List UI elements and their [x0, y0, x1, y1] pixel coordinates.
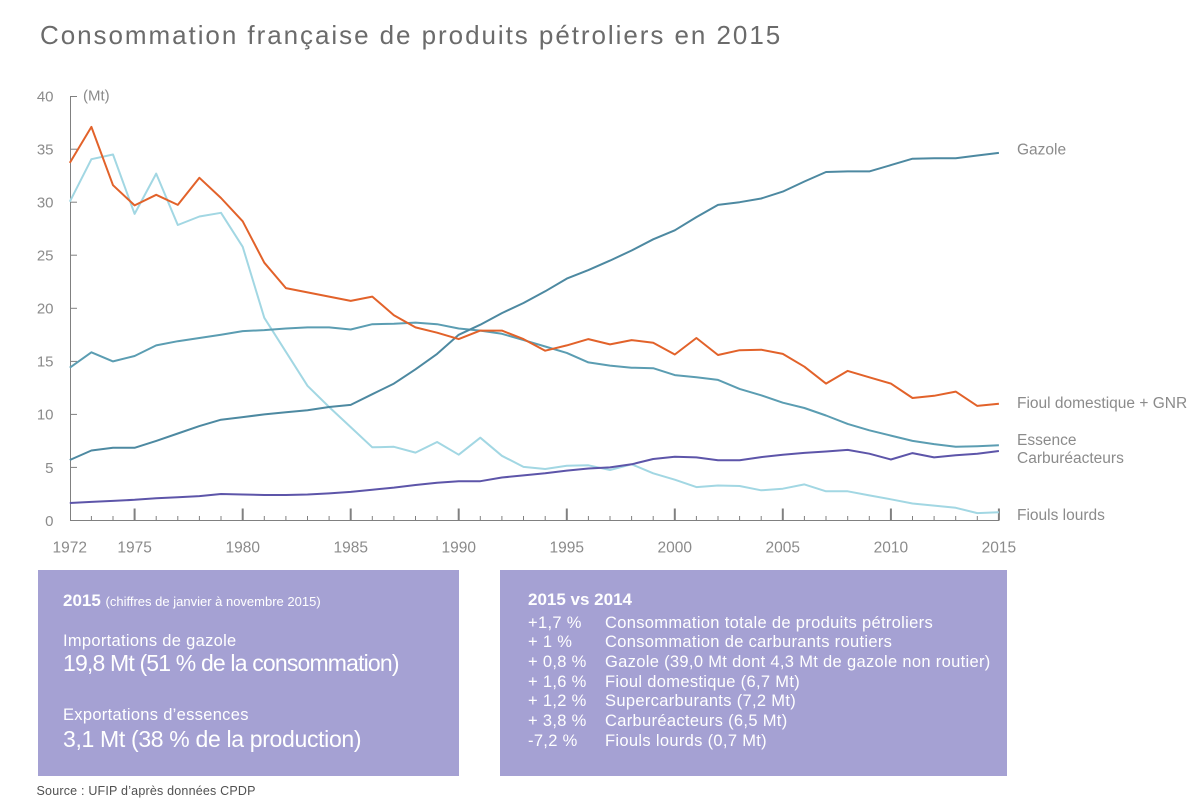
svg-text:1990: 1990 — [441, 539, 476, 556]
svg-text:30: 30 — [37, 195, 54, 212]
svg-text:Carburéacteurs: Carburéacteurs — [1017, 450, 1124, 467]
svg-text:Essence: Essence — [1017, 432, 1076, 449]
svg-text:15: 15 — [37, 354, 54, 371]
svg-text:40: 40 — [37, 88, 54, 105]
svg-text:2010: 2010 — [874, 539, 909, 556]
svg-text:2005: 2005 — [766, 539, 800, 556]
svg-text:1975: 1975 — [117, 539, 151, 556]
svg-text:Fiouls lourds: Fiouls lourds — [1017, 507, 1105, 524]
svg-text:0: 0 — [45, 513, 53, 530]
svg-text:Fioul domestique + GNR: Fioul domestique + GNR — [1017, 395, 1187, 412]
svg-text:1985: 1985 — [333, 539, 367, 556]
svg-text:20: 20 — [37, 301, 54, 318]
svg-text:Gazole: Gazole — [1017, 142, 1066, 159]
svg-text:10: 10 — [37, 407, 54, 424]
svg-text:2015: 2015 — [982, 539, 1016, 556]
svg-text:1980: 1980 — [225, 539, 260, 556]
svg-text:1972: 1972 — [53, 539, 87, 556]
svg-text:(Mt): (Mt) — [83, 88, 110, 105]
svg-text:2000: 2000 — [658, 539, 693, 556]
svg-text:35: 35 — [37, 142, 54, 159]
svg-text:5: 5 — [45, 460, 53, 477]
svg-text:1995: 1995 — [550, 539, 584, 556]
svg-text:25: 25 — [37, 248, 54, 265]
